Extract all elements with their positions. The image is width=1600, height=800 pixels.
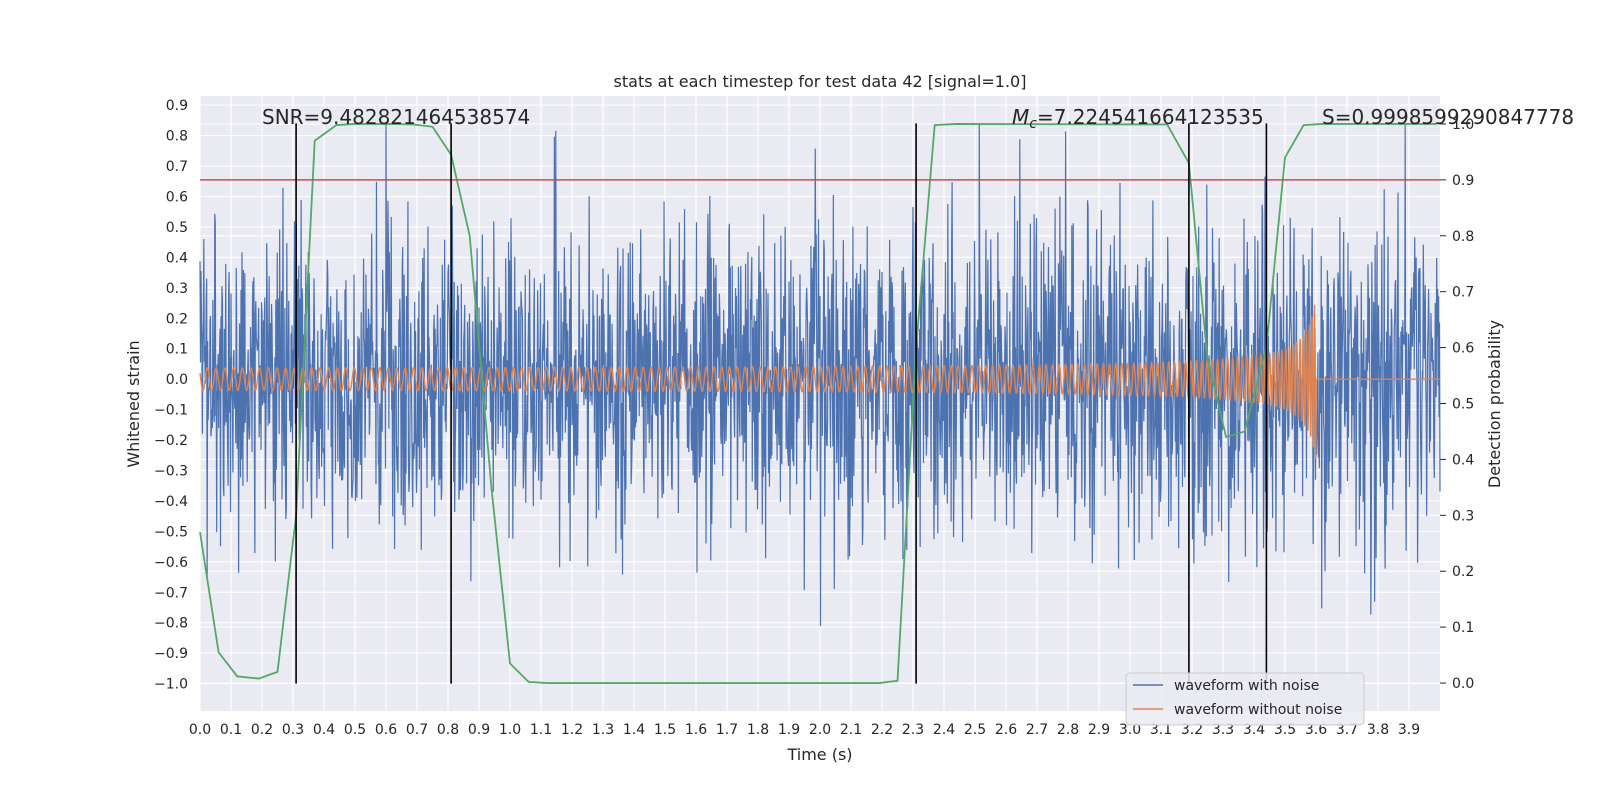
y-tick-label: −0.2 — [154, 433, 188, 449]
y-tick-label: 0.4 — [166, 250, 188, 266]
x-tick-label: 3.4 — [1243, 722, 1265, 738]
x-tick-label: 1.5 — [654, 722, 676, 738]
y2-tick-label: 0.9 — [1452, 173, 1474, 189]
x-tick-label: 3.7 — [1336, 722, 1358, 738]
x-tick-label: 1.7 — [716, 722, 738, 738]
x-tick-label: 3.8 — [1367, 722, 1389, 738]
y-tick-label: −0.3 — [154, 463, 188, 479]
x-tick-label: 1.1 — [530, 722, 552, 738]
x-axis: 0.0 0.1 0.2 0.3 0.4 0.5 0.6 0.7 0.8 0.9 1.0 1.1 1.2 1… — [189, 722, 1420, 738]
y-tick-label: −1.0 — [154, 677, 188, 693]
y-tick-label: 0.1 — [166, 342, 188, 358]
y-tick-label: 0.7 — [166, 159, 188, 175]
x-tick-label: 0.9 — [468, 722, 490, 738]
snr-annotation: SNR=9.482821464538574 — [262, 105, 530, 129]
x-tick-label: 1.6 — [685, 722, 707, 738]
y-tick-label: 0.9 — [166, 98, 188, 114]
x-tick-label: 3.1 — [1150, 722, 1172, 738]
chirp-mass-subscript: c — [1029, 116, 1037, 132]
s-annotation: S=0.9998599290847778 — [1322, 105, 1574, 129]
x-axis-label: Time (s) — [786, 745, 852, 764]
x-tick-label: 0.4 — [313, 722, 335, 738]
x-tick-label: 3.3 — [1212, 722, 1234, 738]
x-tick-label: 0.0 — [189, 722, 211, 738]
waveform-without-noise-line — [199, 304, 1440, 459]
y2-tick-label: 0.7 — [1452, 285, 1474, 301]
chirp-mass-annotation: Mc=7.224541664123535 — [1012, 105, 1264, 132]
chart-title: stats at each timestep for test data 42 … — [614, 72, 1027, 91]
x-tick-label: 1.0 — [499, 722, 521, 738]
x-tick-label: 2.7 — [1026, 722, 1048, 738]
x-tick-label: 3.6 — [1305, 722, 1327, 738]
y2-tick-label: 0.5 — [1452, 397, 1474, 413]
y2-axis-label: Detection probability — [1485, 320, 1504, 488]
y2-tick-label: 0.6 — [1452, 341, 1474, 357]
detection-probability-line — [199, 123, 1437, 684]
y2-tick-label: 0.4 — [1452, 452, 1474, 468]
legend-label-clean: waveform without noise — [1174, 702, 1342, 718]
legend-box — [1125, 672, 1365, 726]
y-axis-right: 1.0 0.9 0.8 0.7 0.6 0.5 0.4 0.3 0.2 0.1 0.0 — [1440, 117, 1474, 692]
x-tick-label: 3.5 — [1274, 722, 1296, 738]
x-tick-label: 1.9 — [778, 722, 800, 738]
x-tick-label: 2.1 — [840, 722, 862, 738]
y-tick-label: −0.5 — [154, 524, 188, 540]
x-tick-label: 2.8 — [1057, 722, 1079, 738]
x-tick-label: 3.2 — [1181, 722, 1203, 738]
y2-tick-label: 1.0 — [1452, 117, 1474, 133]
y-axis-left: 0.9 0.8 0.7 0.6 0.5 0.4 0.3 0.2 0.1 0.0 −0.1 −0.2 −0… — [154, 98, 188, 692]
x-tick-label: 2.5 — [964, 722, 986, 738]
chirp-mass-symbol: M — [1012, 105, 1029, 129]
y-tick-label: 0.6 — [166, 189, 188, 205]
y-tick-label: 0.5 — [166, 220, 188, 236]
waveform-without-noise-series — [199, 304, 1440, 459]
y-axis-label: Whitened strain — [124, 340, 143, 467]
chirp-mass-value: =7.224541664123535 — [1037, 105, 1264, 129]
y-tick-label: −0.8 — [154, 616, 188, 632]
y2-tick-label: 0.8 — [1452, 229, 1474, 245]
x-tick-label: 1.2 — [561, 722, 583, 738]
x-tick-label: 2.3 — [902, 722, 924, 738]
y-tick-label: 0.0 — [166, 372, 188, 388]
x-tick-label: 3.0 — [1119, 722, 1141, 738]
y-tick-label: 0.2 — [166, 311, 188, 327]
y-tick-label: −0.6 — [154, 555, 188, 571]
x-tick-label: 2.4 — [933, 722, 955, 738]
x-tick-label: 0.8 — [437, 722, 459, 738]
y-tick-label: −0.7 — [154, 585, 188, 601]
y2-tick-label: 0.0 — [1452, 676, 1474, 692]
y2-tick-label: 0.3 — [1452, 508, 1474, 524]
y-tick-label: 0.3 — [166, 281, 188, 297]
vertical-markers — [295, 123, 1268, 684]
x-tick-label: 3.9 — [1398, 722, 1420, 738]
y-tick-label: −0.1 — [154, 403, 188, 419]
x-tick-label: 2.0 — [809, 722, 831, 738]
x-tick-label: 1.8 — [747, 722, 769, 738]
x-tick-label: 0.3 — [282, 722, 304, 738]
x-tick-label: 1.4 — [623, 722, 645, 738]
y2-tick-label: 0.1 — [1452, 620, 1474, 636]
y2-tick-label: 0.2 — [1452, 564, 1474, 580]
x-tick-label: 0.6 — [375, 722, 397, 738]
x-tick-label: 0.2 — [251, 722, 273, 738]
y-tick-label: −0.9 — [154, 646, 188, 662]
y-tick-label: −0.4 — [154, 494, 188, 510]
x-tick-label: 2.9 — [1088, 722, 1110, 738]
x-tick-label: 2.6 — [995, 722, 1017, 738]
x-tick-label: 1.3 — [592, 722, 614, 738]
detection-probability-series — [199, 123, 1437, 684]
legend: waveform with noise waveform without noi… — [1125, 672, 1365, 726]
x-tick-label: 2.2 — [871, 722, 893, 738]
x-tick-label: 0.1 — [220, 722, 242, 738]
x-tick-label: 0.7 — [406, 722, 428, 738]
legend-label-noise: waveform with noise — [1174, 678, 1319, 694]
y-tick-label: 0.8 — [166, 129, 188, 145]
x-tick-label: 0.5 — [344, 722, 366, 738]
